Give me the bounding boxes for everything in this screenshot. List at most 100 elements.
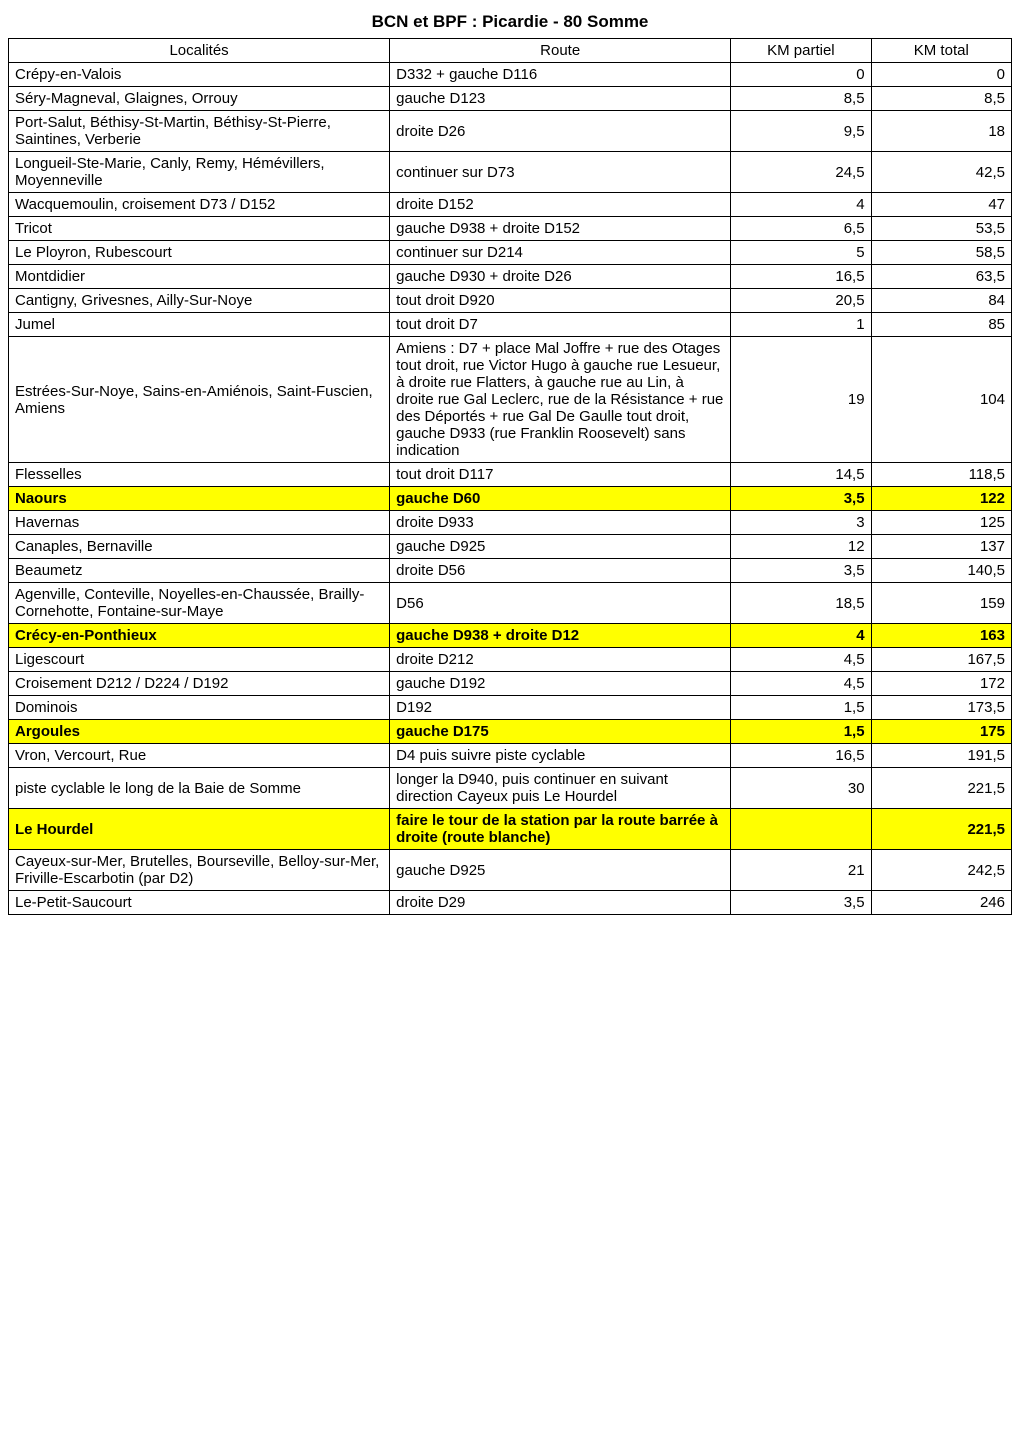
table-row: Vron, Vercourt, RueD4 puis suivre piste …	[9, 744, 1012, 768]
cell-km-partiel: 18,5	[731, 583, 871, 624]
cell-route: gauche D925	[390, 850, 731, 891]
cell-km-partiel: 1,5	[731, 720, 871, 744]
cell-route: droite D152	[390, 193, 731, 217]
table-row: Crépy-en-ValoisD332 + gauche D11600	[9, 63, 1012, 87]
cell-localite: Flesselles	[9, 463, 390, 487]
cell-km-total: 58,5	[871, 241, 1011, 265]
cell-km-partiel: 20,5	[731, 289, 871, 313]
cell-km-total: 175	[871, 720, 1011, 744]
cell-km-total: 221,5	[871, 768, 1011, 809]
route-table: Localités Route KM partiel KM total Crép…	[8, 38, 1012, 915]
cell-localite: Vron, Vercourt, Rue	[9, 744, 390, 768]
cell-km-total: 140,5	[871, 559, 1011, 583]
cell-route: longer la D940, puis continuer en suivan…	[390, 768, 731, 809]
cell-route: gauche D192	[390, 672, 731, 696]
table-row: Havernasdroite D9333125	[9, 511, 1012, 535]
cell-km-partiel: 1,5	[731, 696, 871, 720]
table-row: Flessellestout droit D11714,5118,5	[9, 463, 1012, 487]
cell-km-partiel: 24,5	[731, 152, 871, 193]
cell-localite: Ligescourt	[9, 648, 390, 672]
col-header-km-partiel: KM partiel	[731, 39, 871, 63]
cell-km-partiel: 3,5	[731, 487, 871, 511]
cell-route: tout droit D117	[390, 463, 731, 487]
table-row: Port-Salut, Béthisy-St-Martin, Béthisy-S…	[9, 111, 1012, 152]
cell-route: tout droit D920	[390, 289, 731, 313]
cell-localite: piste cyclable le long de la Baie de Som…	[9, 768, 390, 809]
table-row: Le-Petit-Saucourtdroite D293,5246	[9, 891, 1012, 915]
cell-localite: Jumel	[9, 313, 390, 337]
cell-km-partiel: 19	[731, 337, 871, 463]
cell-km-partiel: 16,5	[731, 744, 871, 768]
cell-localite: Naours	[9, 487, 390, 511]
cell-route: D332 + gauche D116	[390, 63, 731, 87]
cell-km-total: 137	[871, 535, 1011, 559]
table-row: Wacquemoulin, croisement D73 / D152droit…	[9, 193, 1012, 217]
cell-route: D192	[390, 696, 731, 720]
cell-localite: Longueil-Ste-Marie, Canly, Remy, Hémévil…	[9, 152, 390, 193]
cell-km-total: 42,5	[871, 152, 1011, 193]
table-row: Croisement D212 / D224 / D192gauche D192…	[9, 672, 1012, 696]
table-row: Le Ployron, Rubescourtcontinuer sur D214…	[9, 241, 1012, 265]
table-row: Jumeltout droit D7185	[9, 313, 1012, 337]
cell-route: gauche D175	[390, 720, 731, 744]
cell-localite: Montdidier	[9, 265, 390, 289]
cell-km-partiel: 4	[731, 624, 871, 648]
cell-localite: Port-Salut, Béthisy-St-Martin, Béthisy-S…	[9, 111, 390, 152]
cell-route: gauche D938 + droite D152	[390, 217, 731, 241]
cell-localite: Cantigny, Grivesnes, Ailly-Sur-Noye	[9, 289, 390, 313]
cell-km-total: 191,5	[871, 744, 1011, 768]
cell-km-total: 167,5	[871, 648, 1011, 672]
cell-km-total: 84	[871, 289, 1011, 313]
table-body: Crépy-en-ValoisD332 + gauche D11600Séry-…	[9, 63, 1012, 915]
cell-km-total: 85	[871, 313, 1011, 337]
cell-km-total: 0	[871, 63, 1011, 87]
cell-km-partiel: 3,5	[731, 891, 871, 915]
cell-km-partiel: 21	[731, 850, 871, 891]
cell-route: droite D933	[390, 511, 731, 535]
cell-route: continuer sur D73	[390, 152, 731, 193]
table-row: Longueil-Ste-Marie, Canly, Remy, Hémévil…	[9, 152, 1012, 193]
cell-km-total: 173,5	[871, 696, 1011, 720]
table-row: Montdidiergauche D930 + droite D2616,563…	[9, 265, 1012, 289]
cell-km-partiel: 16,5	[731, 265, 871, 289]
cell-route: continuer sur D214	[390, 241, 731, 265]
cell-route: gauche D938 + droite D12	[390, 624, 731, 648]
cell-km-total: 18	[871, 111, 1011, 152]
cell-km-partiel: 12	[731, 535, 871, 559]
table-row: Argoulesgauche D1751,5175	[9, 720, 1012, 744]
table-row: Cantigny, Grivesnes, Ailly-Sur-Noyetout …	[9, 289, 1012, 313]
table-row: DominoisD1921,5173,5	[9, 696, 1012, 720]
table-row: Tricotgauche D938 + droite D1526,553,5	[9, 217, 1012, 241]
cell-km-total: 172	[871, 672, 1011, 696]
cell-km-partiel: 5	[731, 241, 871, 265]
cell-km-total: 47	[871, 193, 1011, 217]
cell-localite: Tricot	[9, 217, 390, 241]
cell-km-total: 118,5	[871, 463, 1011, 487]
cell-km-total: 221,5	[871, 809, 1011, 850]
table-row: piste cyclable le long de la Baie de Som…	[9, 768, 1012, 809]
cell-localite: Argoules	[9, 720, 390, 744]
table-row: Cayeux-sur-Mer, Brutelles, Bourseville, …	[9, 850, 1012, 891]
cell-km-total: 159	[871, 583, 1011, 624]
cell-km-partiel	[731, 809, 871, 850]
table-row: Canaples, Bernavillegauche D92512137	[9, 535, 1012, 559]
cell-localite: Dominois	[9, 696, 390, 720]
cell-localite: Crépy-en-Valois	[9, 63, 390, 87]
cell-localite: Crécy-en-Ponthieux	[9, 624, 390, 648]
cell-localite: Le Hourdel	[9, 809, 390, 850]
cell-route: gauche D60	[390, 487, 731, 511]
table-row: Séry-Magneval, Glaignes, Orrouygauche D1…	[9, 87, 1012, 111]
cell-km-partiel: 4,5	[731, 672, 871, 696]
cell-localite: Beaumetz	[9, 559, 390, 583]
cell-route: D56	[390, 583, 731, 624]
cell-route: gauche D123	[390, 87, 731, 111]
cell-km-partiel: 14,5	[731, 463, 871, 487]
cell-route: gauche D925	[390, 535, 731, 559]
cell-km-partiel: 4,5	[731, 648, 871, 672]
table-row: Estrées-Sur-Noye, Sains-en-Amiénois, Sai…	[9, 337, 1012, 463]
cell-localite: Agenville, Conteville, Noyelles-en-Chaus…	[9, 583, 390, 624]
cell-localite: Cayeux-sur-Mer, Brutelles, Bourseville, …	[9, 850, 390, 891]
cell-km-total: 125	[871, 511, 1011, 535]
table-row: Crécy-en-Ponthieuxgauche D938 + droite D…	[9, 624, 1012, 648]
cell-localite: Wacquemoulin, croisement D73 / D152	[9, 193, 390, 217]
